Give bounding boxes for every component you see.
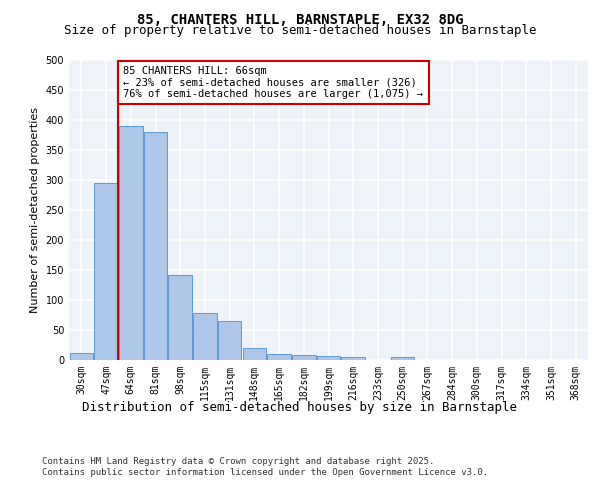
Bar	[119, 126, 143, 360]
Bar	[193, 313, 217, 360]
Bar	[242, 348, 266, 360]
Bar	[144, 132, 167, 360]
Text: Size of property relative to semi-detached houses in Barnstaple: Size of property relative to semi-detach…	[64, 24, 536, 37]
Bar	[70, 353, 93, 360]
Text: 85, CHANTERS HILL, BARNSTAPLE, EX32 8DG: 85, CHANTERS HILL, BARNSTAPLE, EX32 8DG	[137, 12, 463, 26]
Bar	[268, 354, 291, 360]
Bar	[391, 357, 415, 360]
Bar	[218, 321, 241, 360]
Bar	[292, 355, 316, 360]
Text: Distribution of semi-detached houses by size in Barnstaple: Distribution of semi-detached houses by …	[83, 401, 517, 414]
Text: Contains HM Land Registry data © Crown copyright and database right 2025.
Contai: Contains HM Land Registry data © Crown c…	[42, 458, 488, 477]
Y-axis label: Number of semi-detached properties: Number of semi-detached properties	[30, 107, 40, 313]
Bar	[94, 183, 118, 360]
Bar	[341, 357, 365, 360]
Bar	[169, 275, 192, 360]
Bar	[317, 356, 340, 360]
Text: 85 CHANTERS HILL: 66sqm
← 23% of semi-detached houses are smaller (326)
76% of s: 85 CHANTERS HILL: 66sqm ← 23% of semi-de…	[124, 66, 424, 99]
